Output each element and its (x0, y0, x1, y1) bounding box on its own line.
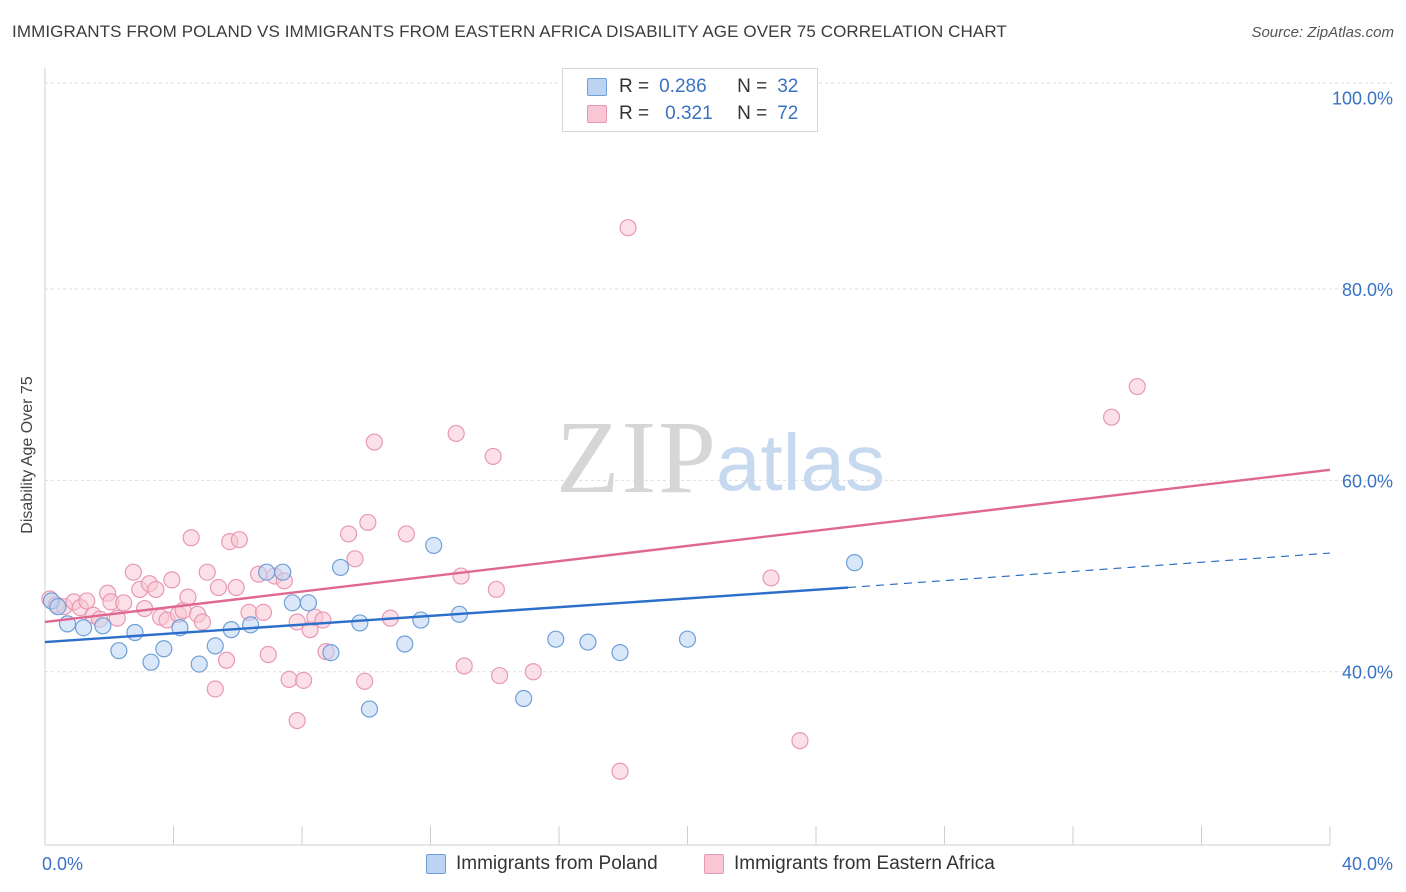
eastern-africa-point (209, 578, 228, 597)
eastern-africa-trend-line (44, 468, 1331, 624)
eastern-africa-point (791, 732, 809, 750)
eastern-africa-point (259, 645, 277, 664)
y-tick-label: 40.0% (1342, 663, 1393, 683)
watermark-zip: ZIP (556, 400, 718, 515)
eastern-africa-point (217, 651, 236, 669)
eastern-africa-point (254, 603, 273, 622)
y-tick-label: 60.0% (1342, 471, 1393, 491)
eastern-africa-point (288, 711, 306, 730)
eastern-africa-point (1102, 408, 1121, 426)
poland-point (845, 554, 864, 572)
eastern-africa-point (147, 580, 165, 599)
eastern-africa-point (524, 663, 542, 681)
poland-point (351, 614, 369, 632)
y-tick-label: 80.0% (1342, 280, 1393, 300)
poland-r-value: 0.286 (659, 76, 707, 97)
poland-point (678, 630, 697, 648)
eastern-africa-point (227, 578, 245, 597)
poland-point (547, 630, 565, 648)
poland-swatch (587, 78, 607, 96)
poland-point (412, 611, 430, 629)
eastern-africa-point (619, 219, 637, 237)
x-tick-label: 40.0% (1342, 854, 1393, 874)
eastern-africa-n-label: N = (737, 103, 768, 124)
poland-point (274, 563, 292, 581)
poland-point (579, 633, 597, 651)
eastern-africa-point (280, 670, 298, 688)
poland-point (515, 689, 533, 708)
eastern-africa-point (762, 569, 780, 587)
poland-point (190, 655, 208, 673)
eastern-africa-point (611, 762, 629, 780)
eastern-africa-point (365, 433, 383, 451)
poland-point (283, 594, 301, 612)
poland-point (322, 643, 340, 662)
poland-point (425, 536, 443, 555)
bottom-legend-poland: Immigrants from Poland (426, 852, 658, 876)
poland-n-value: 32 (777, 76, 799, 97)
poland-point (110, 642, 128, 660)
poland-trend-extension (848, 552, 1331, 589)
eastern-africa-r-label: R = (619, 103, 650, 124)
legend-row-poland: R = 0.286 N = 32 (587, 76, 798, 98)
poland-point (396, 635, 414, 653)
eastern-africa-point (447, 424, 465, 443)
eastern-africa-point (1128, 377, 1146, 396)
eastern-africa-point (339, 525, 358, 543)
eastern-africa-point (490, 666, 509, 685)
eastern-africa-point (295, 671, 313, 689)
poland-point (142, 653, 160, 671)
eastern-africa-point (455, 657, 473, 675)
eastern-africa-point (124, 563, 142, 581)
poland-point (258, 563, 276, 581)
eastern-africa-point (182, 529, 200, 547)
poland-point (49, 598, 67, 616)
eastern-africa-point (179, 588, 197, 606)
poland-point (360, 700, 379, 718)
chart-title: IMMIGRANTS FROM POLAND VS IMMIGRANTS FRO… (12, 22, 1007, 41)
poland-point (299, 594, 318, 612)
eastern-africa-point (230, 531, 248, 549)
eastern-africa-point (356, 672, 374, 690)
bottom-eastern-africa-label: Immigrants from Eastern Africa (734, 853, 995, 874)
eastern-africa-swatch (587, 105, 607, 123)
poland-point (126, 623, 144, 642)
poland-point (94, 617, 112, 635)
eastern-africa-point (78, 592, 96, 610)
x-tick-label: 0.0% (42, 854, 83, 874)
y-tick-label: 100.0% (1332, 89, 1393, 109)
watermark-atlas: atlas (716, 418, 885, 507)
eastern-africa-point (163, 571, 181, 589)
poland-point (331, 558, 350, 577)
eastern-africa-point (487, 580, 505, 599)
eastern-africa-point (452, 567, 470, 585)
poland-point (74, 619, 93, 637)
poland-point (155, 640, 173, 658)
bottom-poland-swatch (426, 854, 446, 874)
poland-point (206, 637, 224, 655)
eastern-africa-point (359, 513, 377, 532)
poland-r-label: R = (619, 76, 650, 97)
legend: R = 0.286 N = 32 R = 0.321 N = 72 (562, 68, 818, 132)
eastern-africa-point (397, 525, 416, 543)
eastern-africa-n-value: 72 (777, 103, 799, 124)
bottom-poland-label: Immigrants from Poland (456, 853, 658, 874)
eastern-africa-point (115, 594, 133, 612)
eastern-africa-point (198, 563, 216, 581)
eastern-africa-point (206, 680, 224, 698)
eastern-africa-point (346, 550, 364, 568)
eastern-africa-point (193, 613, 212, 631)
poland-trend-line (44, 586, 849, 644)
poland-point (242, 616, 260, 634)
bottom-eastern-africa-swatch (704, 854, 724, 874)
poland-n-label: N = (737, 76, 768, 97)
eastern-africa-point (484, 447, 502, 466)
poland-point (611, 643, 629, 662)
bottom-legend-eastern-africa: Immigrants from Eastern Africa (704, 852, 995, 876)
eastern-africa-point (314, 611, 332, 629)
source-label: Source: ZipAtlas.com (1251, 24, 1394, 41)
eastern-africa-r-value: 0.321 (665, 103, 713, 124)
legend-row-eastern-africa: R = 0.321 N = 72 (587, 103, 798, 125)
